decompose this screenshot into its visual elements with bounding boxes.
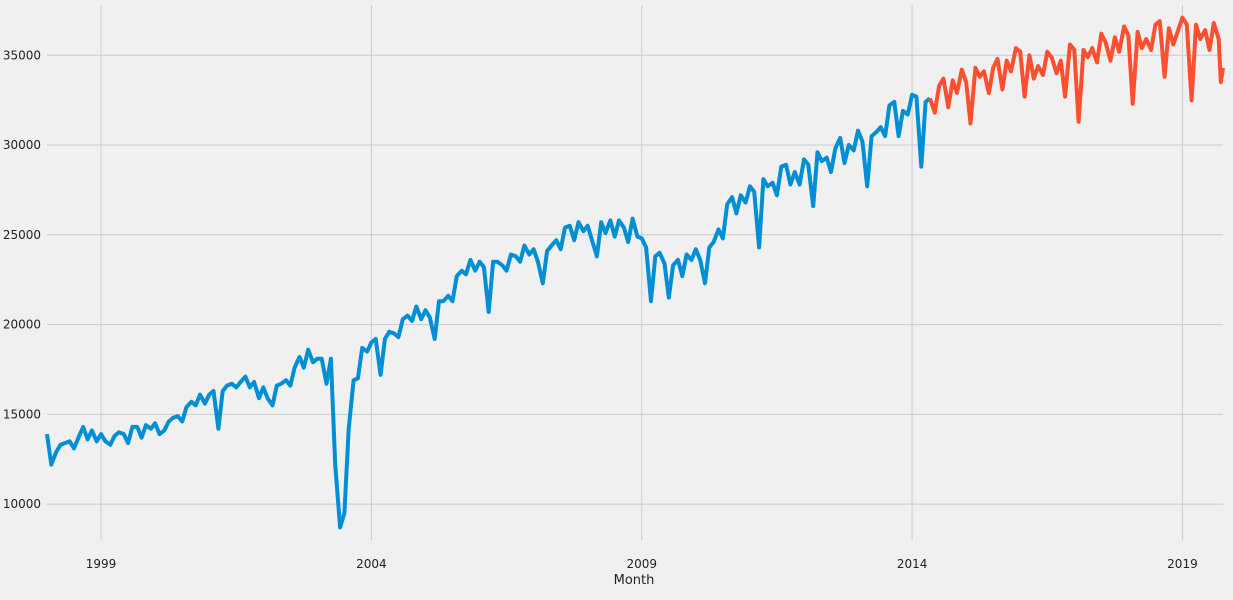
tick-labels: 10000 15000 20000 25000 30000 35000 1999 2004 20… — [3, 48, 1198, 571]
x-tick-label: 2019 — [1167, 557, 1198, 571]
series-line-2 — [928, 15, 1225, 126]
y-tick-label: 15000 — [3, 407, 41, 421]
y-tick-label: 35000 — [3, 48, 41, 62]
series-lines — [45, 15, 1225, 530]
x-axis-title: Month — [614, 573, 655, 588]
y-tick-label: 10000 — [3, 497, 41, 511]
x-tick-label: 1999 — [86, 557, 117, 571]
series-line-1 — [45, 92, 932, 530]
x-tick-label: 2004 — [356, 557, 387, 571]
grid-lines — [47, 5, 1223, 540]
y-tick-label: 25000 — [3, 228, 41, 242]
x-tick-label: 2014 — [897, 557, 928, 571]
x-tick-label: 2009 — [626, 557, 657, 571]
y-tick-label: 20000 — [3, 318, 41, 332]
y-tick-label: 30000 — [3, 138, 41, 152]
